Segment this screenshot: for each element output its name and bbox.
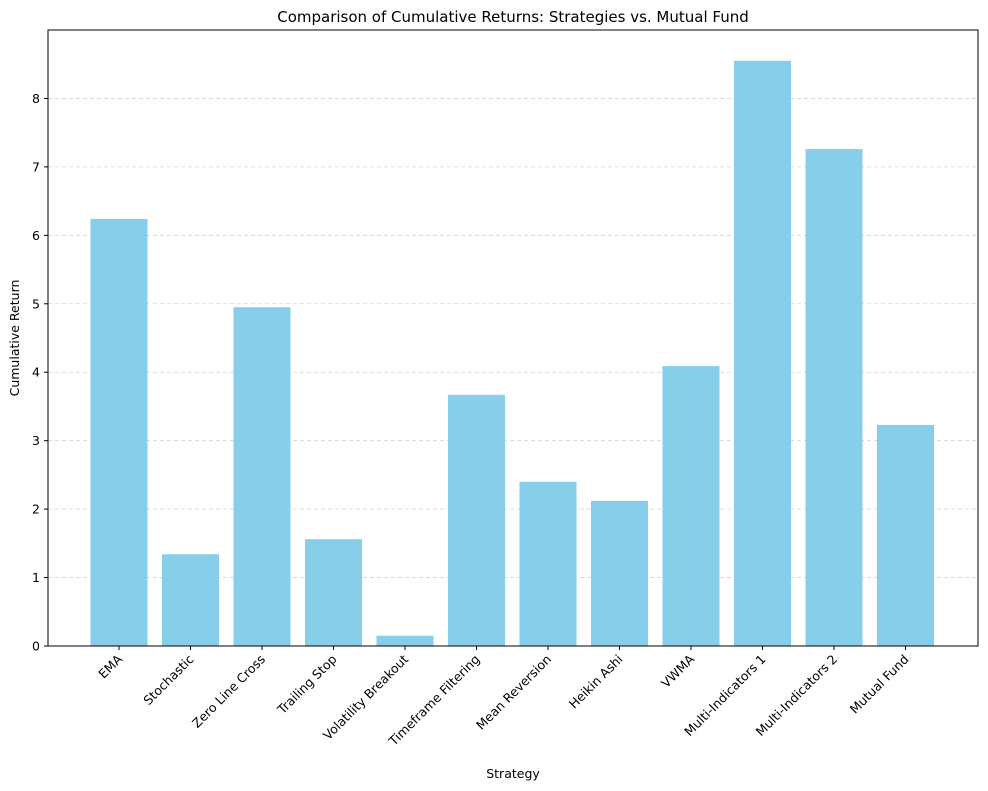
- x-tick-label: Heikin Ashi: [566, 652, 626, 712]
- x-tick-label: Mean Reversion: [473, 652, 554, 733]
- bar: [734, 60, 791, 647]
- x-tick-label: EMA: [95, 651, 125, 681]
- y-tick-label: 5: [32, 296, 40, 311]
- x-tick-label: Trailing Stop: [274, 651, 340, 717]
- bar: [805, 149, 863, 647]
- x-tick-label: Stochastic: [140, 651, 196, 707]
- x-tick-label: VWMA: [658, 651, 697, 690]
- bar: [90, 218, 148, 646]
- bar: [162, 554, 219, 646]
- plot-frame: [47, 29, 979, 647]
- bars: [90, 60, 934, 647]
- y-tick-label: 3: [32, 433, 40, 448]
- y-tick-label: 8: [32, 91, 40, 106]
- y-tick-label: 2: [32, 502, 40, 517]
- bar: [305, 539, 362, 646]
- bar: [877, 424, 934, 646]
- x-tick-label: Zero Line Cross: [189, 652, 268, 731]
- x-axis-label: Strategy: [486, 766, 540, 781]
- y-tick-label: 4: [32, 365, 40, 380]
- chart-title: Comparison of Cumulative Returns: Strate…: [277, 8, 749, 26]
- bar: [376, 635, 434, 646]
- bar: [662, 366, 720, 646]
- y-tick-label: 0: [32, 639, 40, 654]
- bar: [591, 500, 648, 646]
- bar: [519, 481, 577, 646]
- y-axis-label: Cumulative Return: [7, 280, 22, 397]
- bar: [448, 394, 505, 646]
- y-tick-label: 7: [32, 159, 40, 174]
- y-axis: 0 1 2 3 4 5 6 7 8: [32, 91, 48, 654]
- x-tick-label: Mutual Fund: [847, 652, 912, 717]
- gridlines: [48, 98, 978, 578]
- y-tick-label: 6: [32, 228, 40, 243]
- bar: [233, 307, 291, 646]
- y-tick-label: 1: [32, 570, 40, 585]
